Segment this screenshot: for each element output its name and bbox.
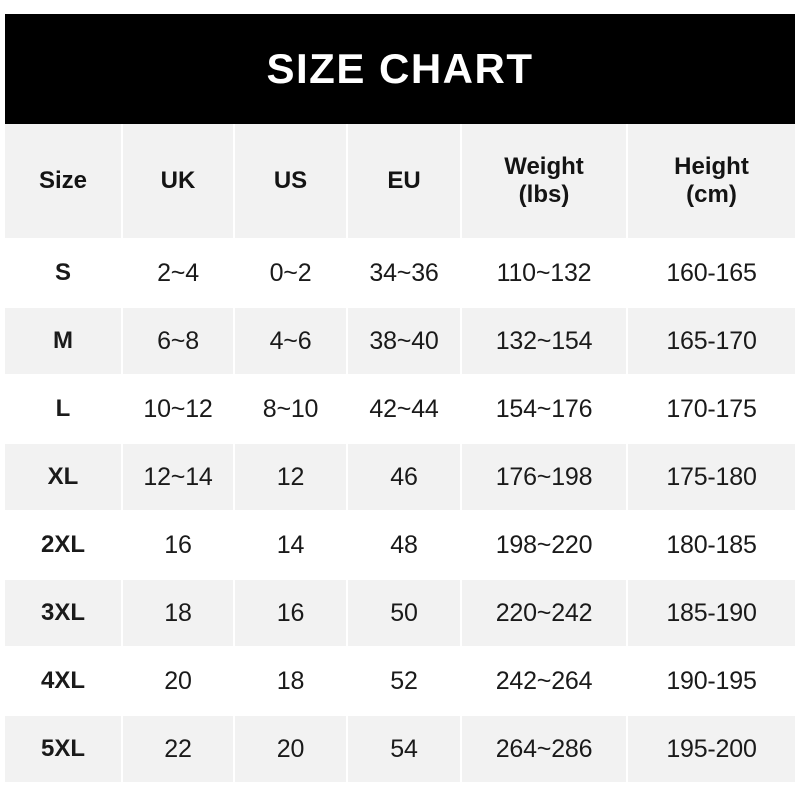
cell-size: 5XL xyxy=(5,716,123,784)
column-header-size-line1: Size xyxy=(38,166,88,194)
cell-uk: 12~14 xyxy=(123,444,235,512)
table-row: 5XL 22 20 54 264~286 195-200 xyxy=(5,716,795,784)
cell-height: 190-195 xyxy=(628,648,795,716)
cell-eu: 50 xyxy=(348,580,462,648)
column-header-height-line1: Height xyxy=(674,152,749,180)
table-row: L 10~12 8~10 42~44 154~176 170-175 xyxy=(5,376,795,444)
column-header-weight-line1: Weight xyxy=(504,152,584,180)
cell-uk: 18 xyxy=(123,580,235,648)
cell-eu: 38~40 xyxy=(348,308,462,376)
cell-size: 4XL xyxy=(5,648,123,716)
table-header: Size UK US EU Weight (lbs) Height (cm) xyxy=(5,124,795,240)
cell-us: 20 xyxy=(235,716,348,784)
column-header-uk-line1: UK xyxy=(160,166,196,194)
cell-height: 185-190 xyxy=(628,580,795,648)
cell-size: XL xyxy=(5,444,123,512)
cell-uk: 22 xyxy=(123,716,235,784)
cell-uk: 16 xyxy=(123,512,235,580)
cell-size: 3XL xyxy=(5,580,123,648)
cell-uk: 20 xyxy=(123,648,235,716)
cell-eu: 34~36 xyxy=(348,240,462,308)
column-header-weight-line2: (lbs) xyxy=(518,181,570,208)
cell-us: 12 xyxy=(235,444,348,512)
table-body: S 2~4 0~2 34~36 110~132 160-165 M 6~8 4~… xyxy=(5,240,795,784)
cell-weight: 154~176 xyxy=(462,376,628,444)
cell-height: 180-185 xyxy=(628,512,795,580)
cell-size: S xyxy=(5,240,123,308)
cell-eu: 52 xyxy=(348,648,462,716)
cell-height: 170-175 xyxy=(628,376,795,444)
cell-size: M xyxy=(5,308,123,376)
cell-weight: 264~286 xyxy=(462,716,628,784)
cell-weight: 220~242 xyxy=(462,580,628,648)
cell-us: 18 xyxy=(235,648,348,716)
cell-height: 160-165 xyxy=(628,240,795,308)
title-banner: SIZE CHART xyxy=(5,14,795,124)
cell-height: 165-170 xyxy=(628,308,795,376)
cell-eu: 46 xyxy=(348,444,462,512)
cell-height: 175-180 xyxy=(628,444,795,512)
column-header-us: US xyxy=(235,124,348,240)
cell-weight: 242~264 xyxy=(462,648,628,716)
cell-size: 2XL xyxy=(5,512,123,580)
cell-uk: 2~4 xyxy=(123,240,235,308)
table-row: 2XL 16 14 48 198~220 180-185 xyxy=(5,512,795,580)
table-row: 4XL 20 18 52 242~264 190-195 xyxy=(5,648,795,716)
column-header-weight: Weight (lbs) xyxy=(462,124,628,240)
cell-size: L xyxy=(5,376,123,444)
column-header-size: Size xyxy=(5,124,123,240)
cell-us: 16 xyxy=(235,580,348,648)
column-header-eu: EU xyxy=(348,124,462,240)
cell-eu: 48 xyxy=(348,512,462,580)
cell-weight: 176~198 xyxy=(462,444,628,512)
page-title: SIZE CHART xyxy=(266,45,534,92)
column-header-us-line1: US xyxy=(273,166,308,194)
cell-us: 8~10 xyxy=(235,376,348,444)
table-row: S 2~4 0~2 34~36 110~132 160-165 xyxy=(5,240,795,308)
cell-us: 0~2 xyxy=(235,240,348,308)
column-header-eu-line1: EU xyxy=(387,166,421,194)
column-header-height-line2: (cm) xyxy=(686,181,737,208)
table-row: 3XL 18 16 50 220~242 185-190 xyxy=(5,580,795,648)
cell-uk: 10~12 xyxy=(123,376,235,444)
table-row: XL 12~14 12 46 176~198 175-180 xyxy=(5,444,795,512)
cell-height: 195-200 xyxy=(628,716,795,784)
size-chart-table: Size UK US EU Weight (lbs) Height (cm) xyxy=(5,124,795,784)
cell-eu: 54 xyxy=(348,716,462,784)
column-header-height: Height (cm) xyxy=(628,124,795,240)
table-row: M 6~8 4~6 38~40 132~154 165-170 xyxy=(5,308,795,376)
header-row: Size UK US EU Weight (lbs) Height (cm) xyxy=(5,124,795,240)
cell-weight: 198~220 xyxy=(462,512,628,580)
column-header-uk: UK xyxy=(123,124,235,240)
cell-uk: 6~8 xyxy=(123,308,235,376)
cell-us: 14 xyxy=(235,512,348,580)
cell-eu: 42~44 xyxy=(348,376,462,444)
cell-weight: 110~132 xyxy=(462,240,628,308)
cell-us: 4~6 xyxy=(235,308,348,376)
cell-weight: 132~154 xyxy=(462,308,628,376)
